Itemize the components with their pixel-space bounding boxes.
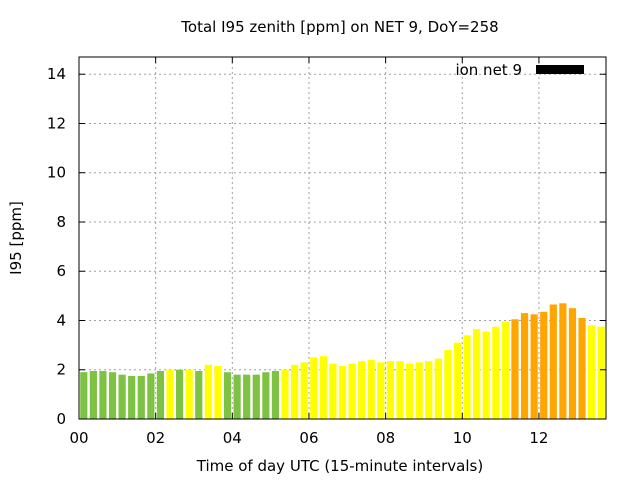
- bar: [482, 331, 490, 419]
- bar: [118, 374, 126, 419]
- y-tick-label: 14: [47, 65, 66, 83]
- bar: [300, 362, 308, 419]
- bar: [588, 325, 596, 419]
- y-tick-label: 0: [56, 410, 66, 428]
- bar: [204, 364, 212, 419]
- chart-title: Total I95 zenith [ppm] on NET 9, DoY=258: [180, 18, 498, 36]
- bar: [444, 350, 452, 419]
- bar: [415, 362, 423, 419]
- bar: [568, 308, 577, 419]
- bar: [310, 357, 318, 419]
- bar: [338, 366, 347, 419]
- bar: [358, 361, 366, 419]
- bar: [329, 363, 337, 419]
- bar: [530, 314, 538, 419]
- y-tick-label: 10: [47, 164, 66, 182]
- bar: [540, 311, 548, 419]
- bar: [252, 374, 260, 419]
- bar: [319, 356, 327, 419]
- bar: [290, 364, 299, 419]
- bar: [195, 370, 203, 419]
- legend-swatch: [536, 65, 584, 74]
- bar: [156, 370, 165, 419]
- bar: [137, 375, 145, 419]
- y-tick-label: 2: [56, 361, 66, 379]
- bar: [453, 342, 462, 419]
- y-tick-label: 6: [56, 262, 66, 280]
- bar: [377, 362, 385, 419]
- bar: [348, 363, 356, 419]
- bar: [367, 359, 375, 419]
- bar: [597, 326, 605, 419]
- legend-label: ion net 9: [455, 61, 522, 79]
- bar: [185, 369, 193, 419]
- bar: [434, 358, 442, 419]
- bar: [243, 374, 251, 419]
- bar: [549, 304, 557, 419]
- y-axis-title: I95 [ppm]: [7, 201, 25, 275]
- bar: [520, 313, 529, 419]
- x-tick-label: 10: [453, 429, 472, 447]
- plot-frame: [78, 56, 607, 420]
- bar: [128, 375, 136, 419]
- grid-layer: [79, 57, 606, 419]
- bar: [262, 372, 270, 419]
- bar: [559, 303, 567, 419]
- legend: ion net 9: [455, 61, 584, 79]
- bar: [166, 369, 174, 419]
- bar-layer: [80, 303, 605, 419]
- bar: [386, 361, 395, 419]
- x-tick-label: 06: [299, 429, 318, 447]
- bar: [89, 370, 97, 419]
- bar: [80, 372, 88, 419]
- bar: [271, 370, 280, 419]
- x-tick-label: 02: [146, 429, 165, 447]
- bar: [214, 366, 222, 419]
- bar: [99, 370, 107, 419]
- bar: [501, 321, 509, 419]
- bar: [492, 326, 500, 419]
- x-tick-label: 00: [69, 429, 88, 447]
- bar: [233, 374, 241, 419]
- bar: [511, 319, 519, 419]
- bar: [396, 361, 404, 419]
- bar: [281, 369, 289, 419]
- x-axis-title: Time of day UTC (15-minute intervals): [196, 457, 483, 475]
- bar: [108, 372, 117, 419]
- x-tick-label: 12: [529, 429, 548, 447]
- x-tick-label: 04: [223, 429, 242, 447]
- bar: [405, 363, 414, 419]
- bar: [223, 372, 232, 419]
- bar: [473, 329, 481, 419]
- x-tick-label: 08: [376, 429, 395, 447]
- y-tick-label: 12: [47, 114, 66, 132]
- bar: [578, 318, 586, 419]
- bar: [463, 335, 471, 419]
- y-tick-label: 8: [56, 213, 66, 231]
- y-tick-label: 4: [56, 311, 66, 329]
- bar: [425, 361, 433, 419]
- bar: [176, 369, 184, 419]
- bar: [147, 373, 155, 419]
